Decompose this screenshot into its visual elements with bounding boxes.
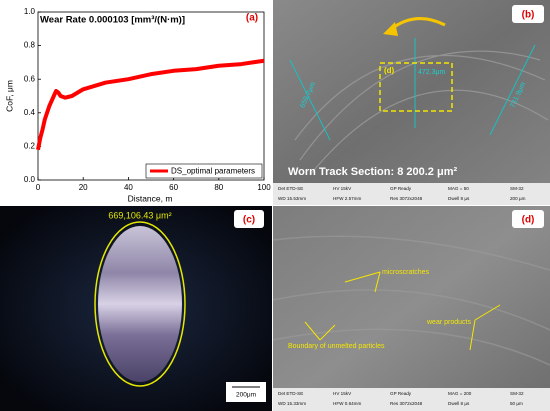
info-text: HV 15kV [333, 391, 352, 396]
plot-frame [37, 11, 265, 181]
arrows [304, 271, 501, 351]
label-box [234, 210, 264, 228]
scale-label: 200μm [236, 392, 256, 399]
info-text: HFW 2.57mm [333, 196, 362, 201]
info-text: MAG = 200 [448, 391, 472, 396]
info-text: Res 3072x2048 [390, 401, 423, 406]
legend-label: DS_optimal parameters [171, 167, 255, 176]
annotation: microscratches [382, 269, 430, 276]
label-box [512, 210, 544, 228]
info-text: SM-32 [510, 186, 524, 191]
wear-track [294, 50, 549, 176]
x-axis-label: Distance, m [128, 193, 173, 203]
info-text: Det ETD-SE [278, 186, 303, 191]
panel-label: (b) [522, 10, 535, 21]
info-text: MAG = 50 [448, 186, 469, 191]
info-text: 200 µm [510, 196, 526, 201]
inset-label: (d) [384, 66, 395, 75]
panel-label: (a) [246, 13, 258, 24]
x-tick-label: 20 [79, 183, 88, 192]
info-text: Res 3072x2048 [390, 196, 423, 201]
scratch-lines [272, 235, 550, 366]
info-bar [273, 388, 550, 411]
inset-box [379, 62, 453, 112]
y-tick-label: 0.2 [24, 142, 36, 151]
chart-title: Wear Rate 0.000103 [mm³/(N·m)] [40, 15, 185, 26]
wear-scar [98, 226, 182, 382]
info-text: 50 µm [510, 401, 523, 406]
x-tick-label: 40 [124, 183, 133, 192]
info-bar [273, 183, 550, 205]
info-text: HV 15kV [333, 186, 352, 191]
measurement: 472.3μm [418, 69, 446, 76]
x-tick-label: 60 [169, 183, 178, 192]
y-tick-label: 0.8 [24, 41, 36, 50]
y-tick-label: 0.4 [24, 108, 36, 117]
info-text: Det ETD-SE [278, 391, 303, 396]
measure-line [289, 59, 331, 141]
info-text: WD 15.33mm [278, 401, 306, 406]
panel-c: 669,106.43 μm² (c) 200μm [0, 206, 272, 411]
area-label: 669,106.43 μm² [108, 210, 171, 220]
y-tick-label: 0.0 [24, 175, 36, 184]
measure-line [489, 44, 536, 136]
x-tick-label: 0 [36, 183, 41, 192]
info-text: Dwell 8 µs [448, 401, 470, 406]
y-tick-label: 1.0 [24, 7, 36, 16]
info-text: SM-32 [510, 391, 524, 396]
label-box [512, 5, 544, 23]
sem-image [273, 0, 550, 205]
x-tick-label: 80 [214, 183, 223, 192]
panel-label: (d) [522, 215, 535, 226]
annotation: Boundary of unmelted particles [288, 343, 385, 350]
info-text: Dwell 8 µs [448, 196, 470, 201]
panel-label: (c) [243, 215, 255, 226]
panel-d: microscratches wear products Boundary of… [272, 206, 550, 411]
panel-b: 659.7μm 472.3μm 731.9μm (d) Worn Track S… [273, 0, 550, 205]
annotation: wear products [426, 319, 471, 326]
scar-outline [94, 221, 186, 387]
series-line [36, 58, 265, 151]
info-text: WD 15.53mm [278, 196, 306, 201]
info-text: GP Ready [390, 391, 412, 396]
y-tick-label: 0.6 [24, 74, 36, 83]
legend-box [145, 163, 263, 179]
x-tick-label: 100 [257, 183, 271, 192]
caption: Worn Track Section: 8 200.2 μm² [288, 166, 457, 178]
arrowhead [383, 22, 398, 36]
y-axis-label: CoF, μm [4, 80, 14, 112]
info-text: HFW 0.64mm [333, 401, 362, 406]
info-text: GP Ready [390, 186, 412, 191]
